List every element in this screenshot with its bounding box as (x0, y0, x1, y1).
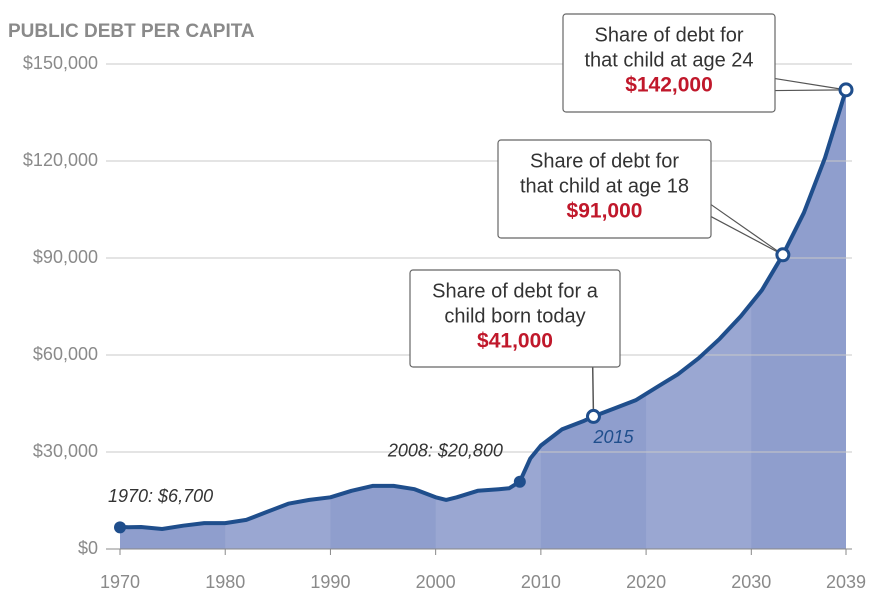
point-marker (513, 475, 526, 488)
callout-text: Share of debt for (530, 150, 679, 172)
callout-pointer (591, 366, 595, 417)
x-tick-label: 1990 (310, 572, 350, 592)
y-tick-label: $150,000 (23, 53, 98, 73)
chart-title: PUBLIC DEBT PER CAPITA (8, 21, 255, 42)
y-tick-label: $60,000 (33, 344, 98, 364)
point-marker (775, 247, 791, 263)
x-tick-label: 1970 (100, 572, 140, 592)
point-marker (114, 521, 126, 534)
point-label: 2015 (592, 427, 634, 447)
callout-text: Share of debt for (595, 24, 744, 46)
y-tick-label: $120,000 (23, 150, 98, 170)
stripe (646, 89, 752, 549)
callout-value: $41,000 (477, 330, 553, 353)
callout-box (409, 269, 621, 368)
callout-value: $91,000 (567, 200, 643, 223)
point-marker (838, 82, 854, 98)
stripe (225, 89, 331, 549)
y-tick-label: $30,000 (33, 441, 98, 461)
callout-pointer (774, 77, 847, 91)
callout-text: that child at age 18 (520, 175, 689, 197)
x-tick-label: 2010 (521, 572, 561, 592)
area (120, 89, 846, 550)
x-tick-label: 2000 (416, 572, 456, 592)
point-label: 1970: $6,700 (108, 486, 213, 506)
callout-pointer (710, 204, 784, 256)
point-label: 2008: $20,800 (387, 440, 503, 460)
line (119, 89, 848, 531)
callout-pointer (710, 216, 784, 256)
callout-box (562, 13, 776, 113)
callout-box (497, 139, 712, 239)
callout-pointer (774, 89, 847, 92)
x-tick-label: 1980 (205, 572, 245, 592)
callout-text: Share of debt for a (432, 280, 599, 302)
x-tick-label: 2039 (826, 572, 866, 592)
callout-value: $142,000 (625, 74, 713, 97)
callout-text: child born today (444, 305, 585, 327)
point-marker (585, 408, 601, 424)
x-tick-label: 2030 (731, 572, 771, 592)
x-tick-label: 2020 (626, 572, 666, 592)
y-tick-label: $0 (78, 538, 98, 558)
y-tick-label: $90,000 (33, 247, 98, 267)
callout-text: that child at age 24 (584, 49, 753, 71)
